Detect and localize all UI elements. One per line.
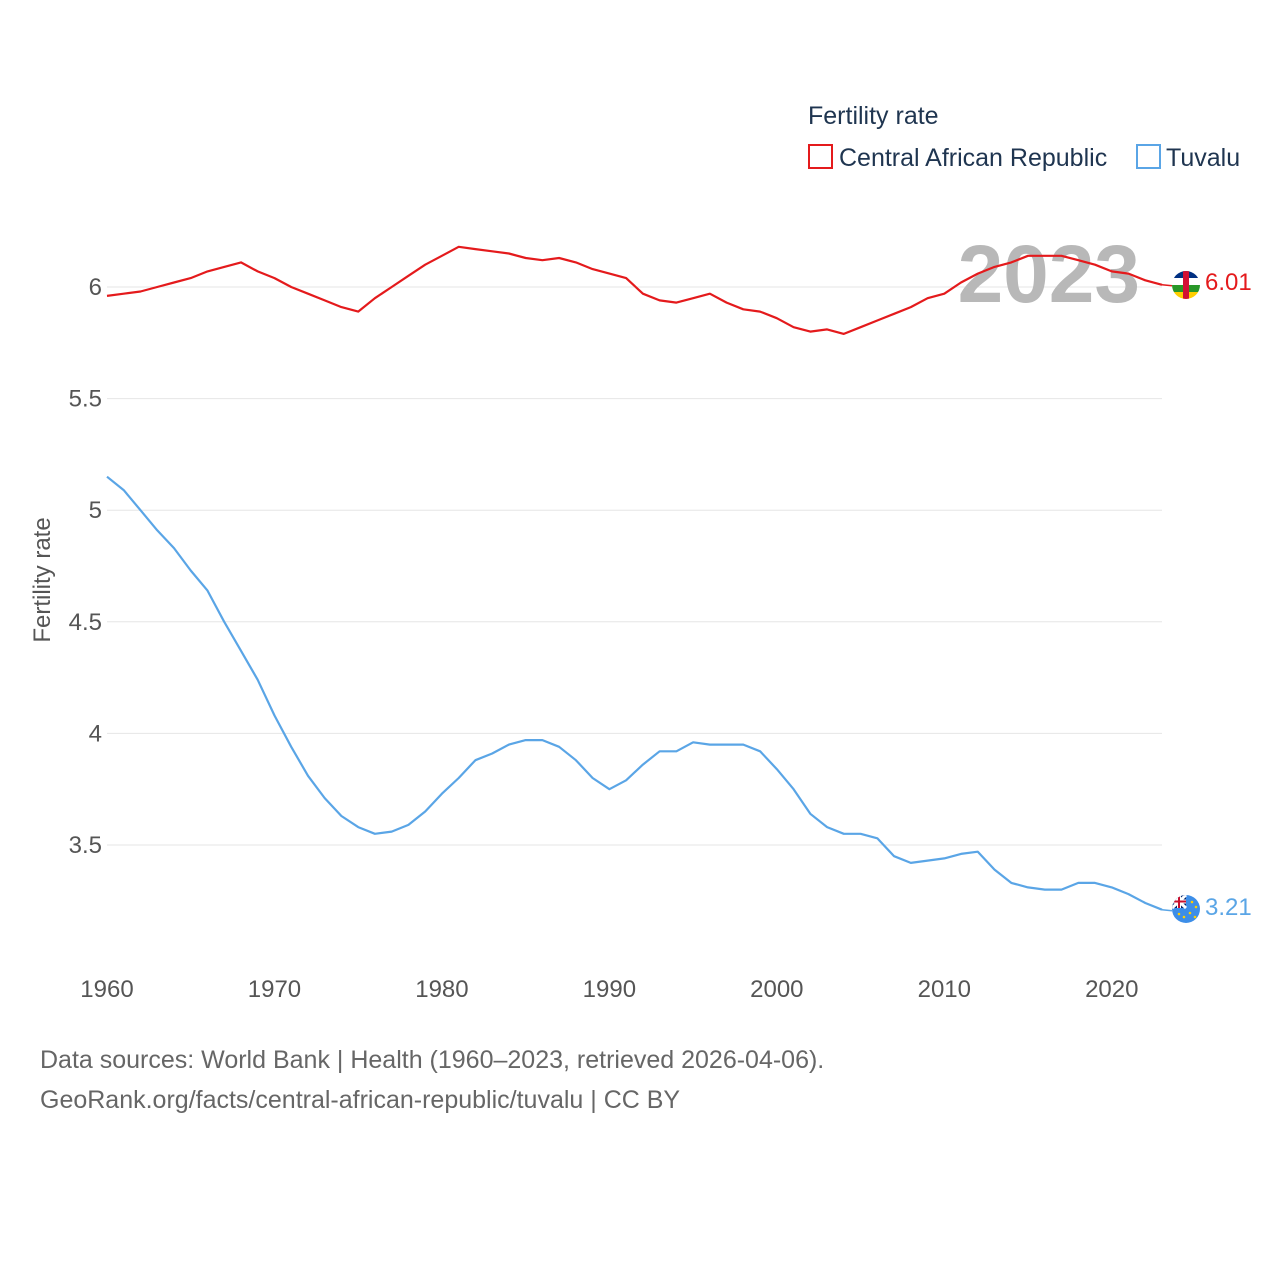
x-tick-label: 1970 <box>248 976 301 1003</box>
legend-swatch-central-african-republic <box>808 144 833 169</box>
legend-label-central-african-republic: Central African Republic <box>839 144 1107 172</box>
y-tick-label: 4.5 <box>69 609 102 636</box>
x-tick-label: 1990 <box>583 976 636 1003</box>
legend-item-tuvalu[interactable]: Tuvalu <box>1136 144 1240 172</box>
gridlines <box>107 286 1162 846</box>
central-african-republic-flag-icon <box>1172 271 1200 299</box>
series-lines <box>106 245 1173 912</box>
x-tick-label: 2020 <box>1085 976 1138 1003</box>
y-tick-label: 5 <box>89 497 102 524</box>
x-tick-label: 1980 <box>415 976 468 1003</box>
end-connector <box>1161 284 1173 287</box>
y-tick-label: 5.5 <box>69 386 102 413</box>
x-tick-label: 2000 <box>750 976 803 1003</box>
x-tick-label: 2010 <box>918 976 971 1003</box>
legend-swatch-tuvalu <box>1136 144 1161 169</box>
y-tick-label: 3.5 <box>69 832 102 859</box>
legend-label-tuvalu: Tuvalu <box>1166 144 1240 172</box>
tuvalu-flag-icon <box>1172 895 1200 923</box>
year-label: 2023 <box>958 229 1140 320</box>
end-connector <box>1161 908 1173 912</box>
series-line-tuvalu[interactable] <box>106 475 1163 911</box>
series-line-central-african-republic[interactable] <box>106 245 1163 335</box>
legend-title: Fertility rate <box>808 102 939 130</box>
end-value-label-central-african-republic: 6.01 <box>1205 269 1252 296</box>
y-axis-title: Fertility rate <box>29 517 56 642</box>
y-tick-label: 4 <box>89 720 102 747</box>
y-axis-ticks: 3.5 4 4.5 5 5.5 6 <box>69 274 102 859</box>
x-axis-ticks: 1960 1970 1980 1990 2000 2010 2020 <box>80 976 1138 1003</box>
y-tick-label: 6 <box>89 274 102 301</box>
end-value-label-tuvalu: 3.21 <box>1205 894 1252 921</box>
legend-item-central-african-republic[interactable]: Central African Republic <box>808 144 1107 172</box>
x-tick-label: 1960 <box>80 976 133 1003</box>
source-link[interactable]: GeoRank.org/facts/central-african-republ… <box>40 1086 680 1114</box>
source-note: Data sources: World Bank | Health (1960–… <box>40 1046 824 1074</box>
